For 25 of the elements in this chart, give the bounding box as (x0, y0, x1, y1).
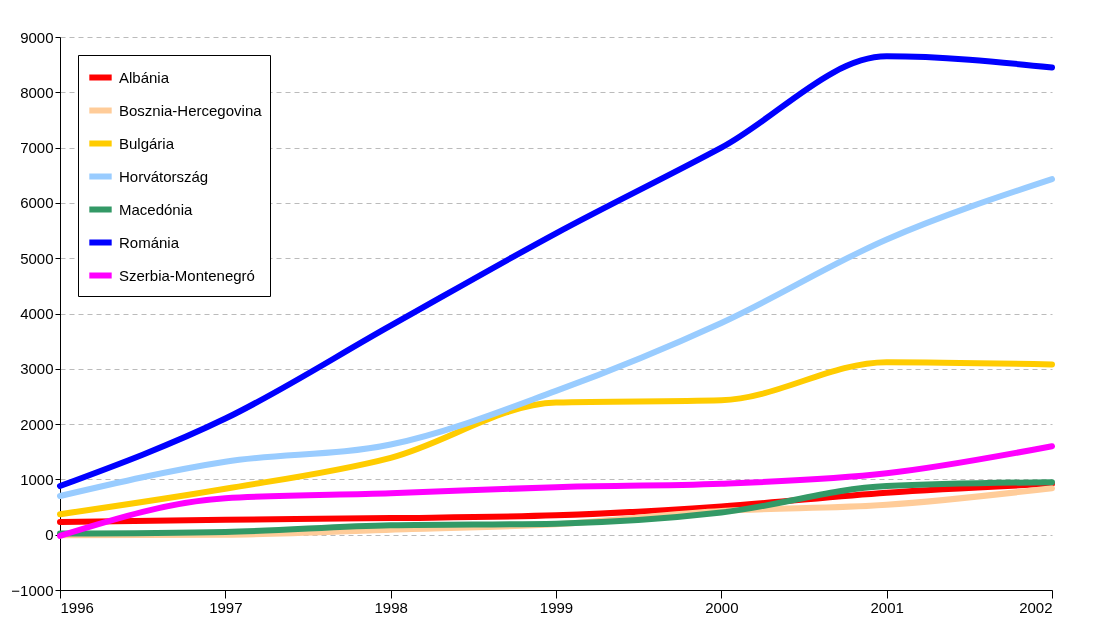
x-tick-label: 1998 (374, 598, 408, 616)
y-tick-label: 1000 (20, 470, 54, 488)
legend-label: Románia (119, 233, 180, 251)
x-tick-label: 1997 (209, 598, 243, 616)
y-tick-label: 9000 (20, 28, 54, 46)
y-tick-label: 3000 (20, 360, 54, 378)
y-tick-label: 7000 (20, 139, 54, 157)
y-tick-label: 8000 (20, 83, 54, 101)
y-tick-label: 4000 (20, 305, 54, 322)
x-tick-label: 2002 (1019, 598, 1053, 616)
x-tick-label: 1999 (539, 598, 574, 616)
x-tick-label: 2001 (870, 598, 904, 616)
legend-label: Szerbia-Montenegró (119, 266, 255, 284)
legend-label: Horvátország (119, 167, 209, 185)
legend-label: Macedónia (119, 200, 194, 218)
y-tick-label: 0 (45, 526, 54, 544)
y-tick-label: 6000 (20, 194, 54, 212)
y-tick-label: 2000 (20, 415, 54, 433)
legend-label: Albánia (119, 68, 170, 86)
y-tick-label: 5000 (20, 249, 54, 267)
x-tick-label: 1996 (60, 598, 94, 616)
legend-label: Bosznia-Hercegovina (119, 101, 263, 119)
legend-label: Bulgária (119, 134, 175, 152)
y-tick-label: −1000 (11, 581, 54, 599)
x-tick-label: 2000 (705, 598, 739, 616)
